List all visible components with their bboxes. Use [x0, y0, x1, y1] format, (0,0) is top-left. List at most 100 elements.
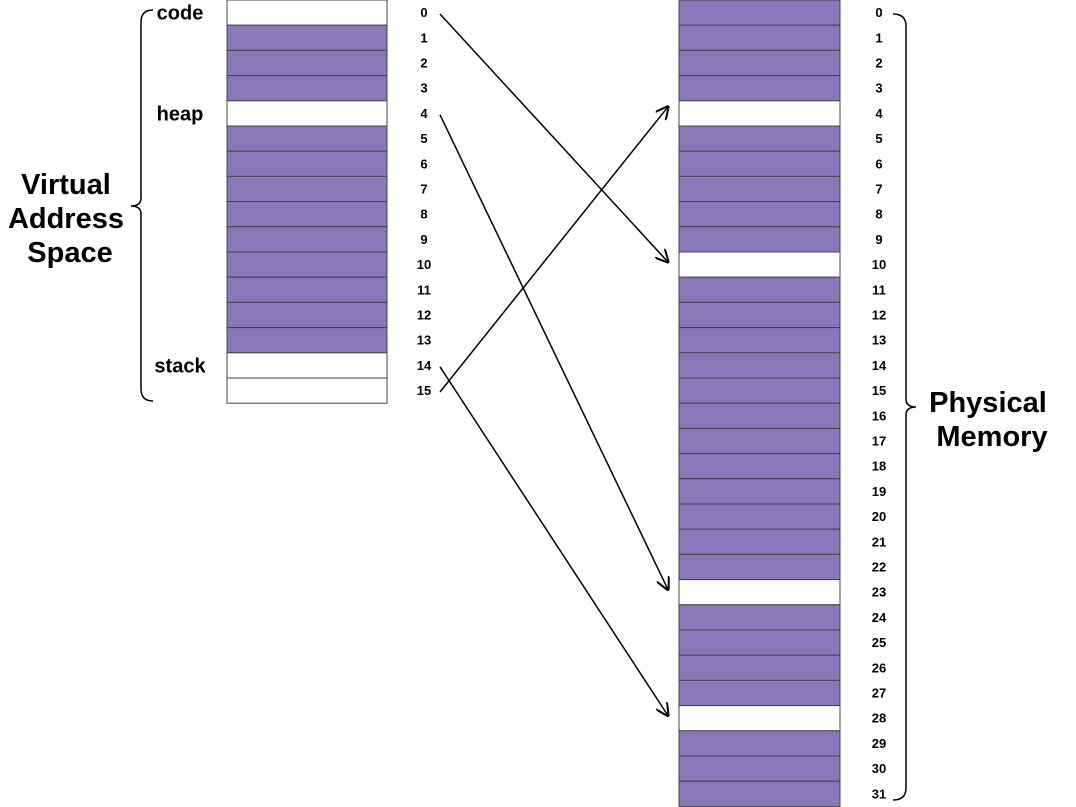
- virtual-page-cell: [226, 352, 388, 379]
- virtual-page-cell: [226, 201, 388, 228]
- physical-frame-cell: [678, 276, 841, 303]
- physical-frame-number: 3: [875, 81, 882, 96]
- physical-frame-cell: [678, 679, 841, 707]
- physical-title-line-2: Memory: [936, 421, 1047, 453]
- physical-title-line-1: Physical: [929, 387, 1047, 419]
- physical-frame-number: 20: [872, 509, 886, 524]
- physical-frame-cell: [678, 402, 841, 429]
- virtual-page-number: 1: [420, 30, 427, 45]
- physical-frame-number: 14: [872, 358, 887, 373]
- physical-frame-number: 11: [872, 282, 886, 297]
- physical-frame-cell: [678, 780, 841, 807]
- physical-frame-number: 22: [872, 560, 886, 575]
- physical-frame-cell: [678, 427, 841, 455]
- physical-frame-number: 6: [875, 156, 882, 171]
- virtual-title-line-3: Space: [27, 237, 112, 269]
- physical-bracket: [892, 13, 917, 801]
- physical-frame-number: 25: [872, 635, 886, 650]
- physical-frame-number: 30: [872, 761, 886, 776]
- physical-frame-number: 15: [872, 383, 886, 398]
- virtual-page-number: 2: [420, 56, 427, 71]
- physical-frame-number: 24: [872, 610, 887, 625]
- virtual-bracket: [130, 9, 154, 402]
- physical-frame-number: 7: [875, 182, 882, 197]
- physical-frame-cell: [678, 604, 841, 631]
- virtual-segment-labels: code heap stack: [154, 3, 206, 378]
- physical-frame-cell: [678, 24, 841, 51]
- virtual-page-cell: [226, 150, 388, 177]
- physical-frame-number: 28: [872, 711, 886, 726]
- physical-frame-number: 5: [875, 131, 882, 146]
- virtual-page-number: 6: [420, 156, 427, 171]
- physical-frame-cell: [678, 301, 841, 329]
- segment-label-heap: heap: [157, 103, 204, 125]
- mapping-arrow: [439, 366, 668, 716]
- virtual-page-number: 11: [417, 282, 431, 297]
- physical-frame-cell: [678, 150, 841, 177]
- physical-frame-number: 4: [875, 106, 883, 121]
- physical-frame-number: 10: [872, 257, 886, 272]
- mapping-arrow: [439, 13, 668, 262]
- virtual-page-number: 12: [417, 308, 431, 323]
- physical-frame-cell: [678, 503, 841, 530]
- virtual-page-number: 5: [420, 131, 427, 146]
- physical-frame-numbers: 0123456789101112131415161718192021222324…: [872, 5, 887, 801]
- physical-frame-cell: [678, 175, 841, 203]
- physical-frame-cell: [678, 352, 841, 379]
- virtual-page-cell: [226, 100, 388, 127]
- mapping-arrow: [439, 107, 668, 393]
- mapping-arrows: [439, 13, 668, 716]
- virtual-page-number: 9: [420, 232, 427, 247]
- physical-frame-cell: [678, 553, 841, 581]
- physical-frame-cell: [678, 730, 841, 757]
- physical-frame-cell: [678, 49, 841, 77]
- virtual-page-cell: [226, 276, 388, 303]
- virtual-page-cell: [226, 251, 388, 278]
- virtual-page-cell: [226, 75, 388, 102]
- physical-frame-cell: [678, 100, 841, 127]
- physical-frame-cell: [678, 755, 841, 782]
- physical-frame-cell: [678, 654, 841, 681]
- virtual-title-line-2: Address: [8, 203, 124, 235]
- virtual-page-number: 8: [420, 207, 427, 222]
- virtual-page-cell: [226, 24, 388, 51]
- virtual-page-cell: [226, 125, 388, 152]
- physical-frame-number: 13: [872, 333, 886, 348]
- physical-frame-cell: [678, 705, 841, 732]
- physical-frame-number: 27: [872, 686, 886, 701]
- physical-frame-cell: [678, 125, 841, 152]
- physical-frame-number: 16: [872, 408, 886, 423]
- physical-frame-number: 12: [872, 308, 886, 323]
- virtual-page-number: 13: [417, 333, 431, 348]
- virtual-page-number: 10: [417, 257, 431, 272]
- physical-memory-title: Physical Memory: [929, 387, 1055, 453]
- segment-label-stack: stack: [154, 355, 206, 377]
- physical-frame-cell: [678, 75, 841, 102]
- virtual-page-cell: [226, 301, 388, 329]
- physical-frame-number: 23: [872, 585, 886, 600]
- physical-frame-cell: [678, 201, 841, 228]
- physical-frame-number: 9: [875, 232, 882, 247]
- virtual-address-space-title: Virtual Address Space: [8, 169, 132, 269]
- physical-frame-number: 2: [875, 56, 882, 71]
- physical-frame-number: 29: [872, 736, 886, 751]
- physical-frame-cell: [678, 629, 841, 656]
- physical-frame-cell: [678, 251, 841, 278]
- physical-frame-cell: [678, 528, 841, 555]
- physical-frame-number: 1: [875, 30, 882, 45]
- segment-label-code: code: [157, 3, 204, 25]
- mapping-arrow: [439, 114, 668, 590]
- physical-frame-number: 19: [872, 484, 886, 499]
- physical-frame-number: 0: [875, 5, 882, 20]
- virtual-page-number: 15: [417, 383, 431, 398]
- physical-frame-cell: [678, 579, 841, 606]
- physical-frame-number: 8: [875, 207, 882, 222]
- physical-frame-number: 18: [872, 459, 886, 474]
- physical-frame-cell: [678, 226, 841, 253]
- virtual-page-cell: [226, 175, 388, 203]
- virtual-page-cell: [226, 49, 388, 77]
- virtual-page-number: 0: [420, 5, 427, 20]
- virtual-page-cell: [226, 226, 388, 253]
- virtual-page-cells: [226, 0, 388, 404]
